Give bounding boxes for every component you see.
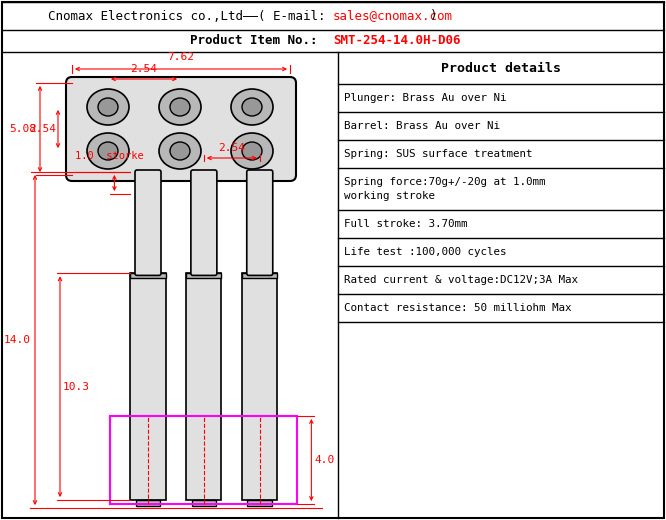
FancyBboxPatch shape — [247, 170, 273, 276]
Bar — [131, 274, 166, 500]
Text: 4.0: 4.0 — [314, 455, 334, 465]
Bar — [248, 500, 272, 506]
Ellipse shape — [231, 133, 273, 169]
Text: Product Item No.:: Product Item No.: — [190, 34, 333, 47]
Ellipse shape — [87, 89, 129, 125]
Text: Barrel: Brass Au over Ni: Barrel: Brass Au over Ni — [344, 121, 500, 131]
Text: 7.62: 7.62 — [168, 52, 194, 62]
Text: sales@cnomax.com: sales@cnomax.com — [333, 9, 453, 22]
Text: 5.08: 5.08 — [9, 124, 36, 134]
Bar — [111, 416, 297, 504]
FancyBboxPatch shape — [135, 170, 161, 276]
FancyBboxPatch shape — [191, 170, 217, 276]
Text: 2.54: 2.54 — [218, 143, 245, 153]
Text: 2.54: 2.54 — [131, 64, 157, 74]
Text: Contact resistance: 50 milliohm Max: Contact resistance: 50 milliohm Max — [344, 303, 571, 313]
Ellipse shape — [159, 133, 201, 169]
Ellipse shape — [170, 98, 190, 116]
Text: SMT-254-14.0H-D06: SMT-254-14.0H-D06 — [333, 34, 460, 47]
Text: Plunger: Brass Au over Ni: Plunger: Brass Au over Ni — [344, 93, 507, 103]
Ellipse shape — [87, 133, 129, 169]
Text: ): ) — [430, 9, 438, 22]
Ellipse shape — [231, 89, 273, 125]
Bar — [131, 274, 166, 278]
Ellipse shape — [98, 98, 118, 116]
FancyBboxPatch shape — [66, 77, 296, 181]
Text: Product details: Product details — [441, 61, 561, 74]
Text: 10.3: 10.3 — [63, 382, 90, 392]
Bar — [192, 500, 216, 506]
Text: 2.54: 2.54 — [29, 124, 56, 134]
Ellipse shape — [242, 142, 262, 160]
Bar — [186, 274, 222, 500]
Text: Rated current & voltage:DC12V;3A Max: Rated current & voltage:DC12V;3A Max — [344, 275, 578, 285]
Text: 1.0  storke: 1.0 storke — [75, 151, 144, 161]
Text: 14.0: 14.0 — [4, 335, 31, 345]
Text: Spring: SUS surface treatment: Spring: SUS surface treatment — [344, 149, 533, 159]
Ellipse shape — [159, 89, 201, 125]
Text: Cnomax Electronics co.,Ltd——( E-mail:: Cnomax Electronics co.,Ltd——( E-mail: — [48, 9, 333, 22]
Text: Life test :100,000 cycles: Life test :100,000 cycles — [344, 247, 507, 257]
Bar — [242, 274, 277, 278]
Bar — [136, 500, 161, 506]
Bar — [186, 274, 222, 278]
Text: Full stroke: 3.70mm: Full stroke: 3.70mm — [344, 219, 468, 229]
Ellipse shape — [242, 98, 262, 116]
Ellipse shape — [170, 142, 190, 160]
Text: Spring force:70g+/-20g at 1.0mm
working stroke: Spring force:70g+/-20g at 1.0mm working … — [344, 177, 545, 201]
Ellipse shape — [98, 142, 118, 160]
Bar — [242, 274, 277, 500]
